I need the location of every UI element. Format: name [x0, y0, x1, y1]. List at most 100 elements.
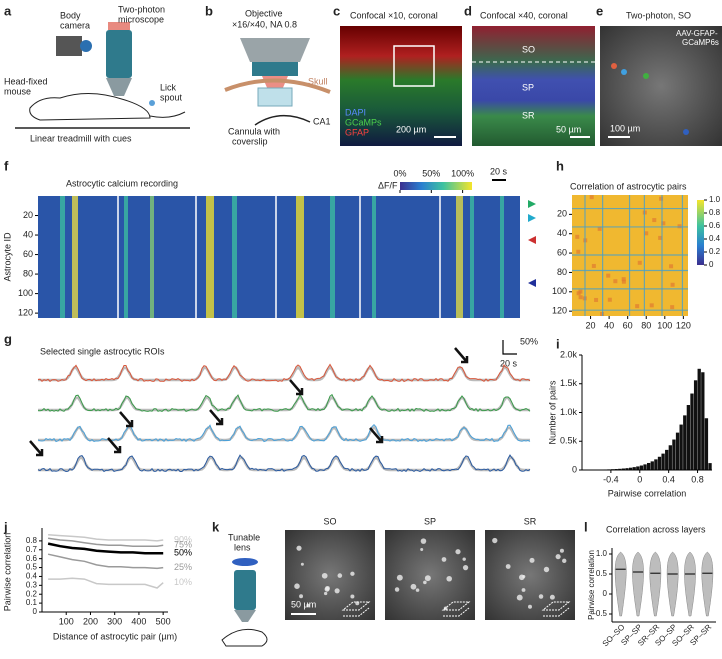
panel-label: h	[556, 158, 564, 173]
cell-texture	[446, 575, 452, 582]
x-axis-label: Pairwise correlation	[608, 488, 687, 498]
layer-label: SR	[522, 110, 535, 120]
label: Body	[60, 10, 81, 20]
x-tick-label: 500	[156, 616, 171, 626]
microscope-body	[106, 30, 132, 78]
violin-body	[649, 551, 662, 617]
label: CA1	[313, 116, 331, 126]
skull	[224, 78, 331, 94]
y-tick-label: 2.0k	[560, 349, 578, 359]
lick-spout	[149, 100, 155, 106]
objective	[106, 78, 132, 96]
series-line	[47, 542, 164, 555]
bar	[628, 467, 633, 470]
y-tick-label: 20	[23, 210, 33, 220]
bar	[665, 449, 669, 470]
cell-texture	[521, 588, 526, 592]
colorbar-tick-label: 1.0	[709, 195, 721, 204]
cell-texture	[559, 548, 564, 553]
y-tick-label: 0.2	[26, 589, 38, 598]
heatmap-image	[38, 196, 520, 318]
camera-body	[56, 36, 82, 56]
y-tick-label: 0.1	[26, 598, 38, 607]
heatmap-texture	[591, 263, 596, 268]
heatmap-texture	[589, 195, 594, 200]
scale-label: 20 s	[490, 166, 508, 176]
y-tick-label: 120	[552, 306, 567, 316]
label: Tunable	[228, 532, 260, 542]
bar	[643, 464, 647, 470]
cell-texture	[299, 594, 304, 599]
legend-label: 10%	[174, 577, 192, 587]
bar	[625, 468, 629, 470]
heatmap-texture	[124, 196, 128, 318]
y-tick-label: 0.5k	[560, 436, 578, 446]
bar	[654, 459, 658, 470]
heatmap-texture	[677, 224, 682, 229]
cell-texture	[562, 558, 567, 564]
x-tick-label: 100	[59, 616, 74, 626]
panel-title: Confocal ×40, coronal	[480, 10, 568, 20]
bar	[690, 393, 694, 470]
layer-label: SR	[524, 516, 537, 526]
colorbar-tick-label: 100%	[451, 168, 474, 178]
label: Lick	[160, 82, 177, 92]
cell-texture	[424, 575, 431, 582]
label: Two-photon	[118, 4, 165, 14]
heatmap-texture	[644, 231, 649, 236]
label: Head-fixed	[4, 76, 48, 86]
heatmap-texture	[637, 260, 642, 265]
cell-texture	[549, 594, 555, 600]
layer-label: SP	[424, 516, 436, 526]
cell-texture	[394, 587, 400, 592]
panel-title: Astrocytic calcium recording	[66, 178, 178, 188]
zoom-box	[393, 45, 435, 87]
colorbar-tick-label: 0%	[393, 168, 406, 178]
y-tick-label: 20	[557, 209, 567, 219]
label: ×16/×40, NA 0.8	[232, 19, 297, 29]
arrow	[289, 379, 304, 396]
roi	[643, 73, 649, 79]
bar	[632, 467, 636, 470]
colorbar	[400, 182, 472, 190]
stain-label: GFAP	[345, 127, 369, 137]
heatmap-texture	[575, 234, 580, 239]
heatmap-texture	[72, 196, 78, 318]
bar	[675, 432, 680, 470]
x-tick-label: 200	[83, 616, 98, 626]
legend-label: 75%	[174, 540, 192, 550]
x-tick-label: 100	[657, 320, 672, 330]
cell-texture	[294, 583, 300, 589]
series-line	[47, 537, 164, 547]
chart-title: Correlation across layers	[606, 524, 706, 534]
y-tick-label: 120	[18, 307, 33, 317]
arrow	[209, 409, 224, 426]
legend-label: 25%	[174, 562, 192, 572]
violin-body	[666, 551, 679, 617]
roi-marker	[528, 200, 536, 208]
heatmap-texture	[232, 196, 237, 318]
cell-texture	[462, 557, 466, 561]
x-tick-label: 0	[637, 474, 642, 484]
cell-texture	[306, 603, 310, 608]
x-tick-label: 60	[623, 320, 633, 330]
microscope-cap	[108, 22, 130, 30]
bar	[693, 380, 698, 470]
trace-shadow	[38, 455, 530, 472]
microscope-body	[234, 570, 256, 610]
y-tick-label: 0.5	[596, 569, 608, 578]
heatmap-texture	[206, 196, 214, 318]
panel-label: e	[596, 3, 603, 18]
heatmap-texture	[372, 196, 376, 318]
y-tick-label: 1.0	[596, 549, 608, 558]
series-line	[48, 577, 164, 589]
series-line	[48, 533, 164, 542]
panel-d: Confocal ×40, coronal SO SP SR 50 µm	[472, 10, 595, 146]
y-tick-label: 60	[557, 247, 567, 257]
label: spout	[160, 92, 183, 102]
colorbar-tick-label: 0	[709, 260, 714, 269]
series-line	[47, 553, 164, 570]
cell-texture	[529, 557, 535, 563]
arrow	[369, 427, 384, 444]
heatmap-texture	[621, 279, 626, 284]
